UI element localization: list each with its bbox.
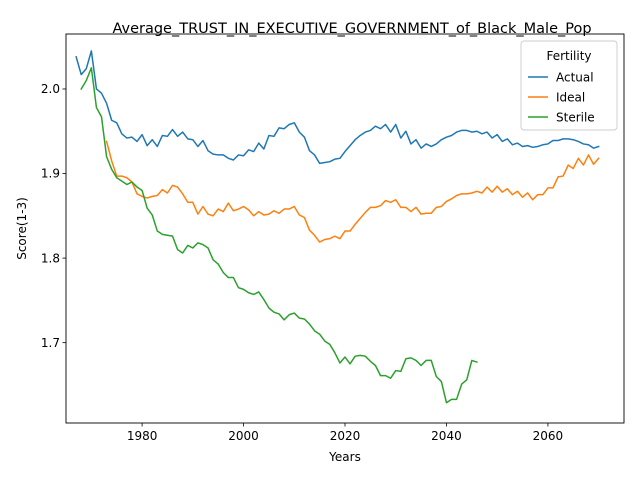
series-line-actual (75, 50, 600, 165)
y-tick-label: 1.9 (41, 167, 60, 181)
legend-entries: Actual Ideal Sterile (528, 70, 595, 124)
series-line-ideal (105, 140, 600, 243)
x-axis-ticks: 1980 2000 2020 2040 2060 (127, 423, 563, 443)
legend-title: Fertility (546, 49, 591, 63)
chart-title: Average_TRUST_IN_EXECUTIVE_GOVERNMENT_of… (112, 21, 591, 37)
legend: Fertility Actual Ideal Sterile (520, 40, 618, 131)
x-tick-label: 2040 (431, 429, 462, 443)
x-tick-label: 1980 (127, 429, 158, 443)
y-axis-ticks: 1.7 1.8 1.9 2.0 (41, 82, 66, 350)
y-tick-label: 1.7 (41, 336, 60, 350)
series-line-sterile (80, 67, 478, 404)
y-axis-label: Score(1-3) (15, 197, 29, 260)
x-tick-label: 2020 (330, 429, 361, 443)
legend-label-sterile: Sterile (556, 110, 595, 124)
legend-label-actual: Actual (556, 70, 594, 84)
y-tick-label: 1.8 (41, 251, 60, 265)
x-tick-label: 2000 (228, 429, 259, 443)
legend-label-ideal: Ideal (556, 90, 585, 104)
x-axis-label: Years (328, 450, 361, 464)
x-tick-label: 2060 (533, 429, 564, 443)
legend-box (520, 40, 618, 131)
y-tick-label: 2.0 (41, 82, 60, 96)
series-layer (75, 50, 600, 404)
